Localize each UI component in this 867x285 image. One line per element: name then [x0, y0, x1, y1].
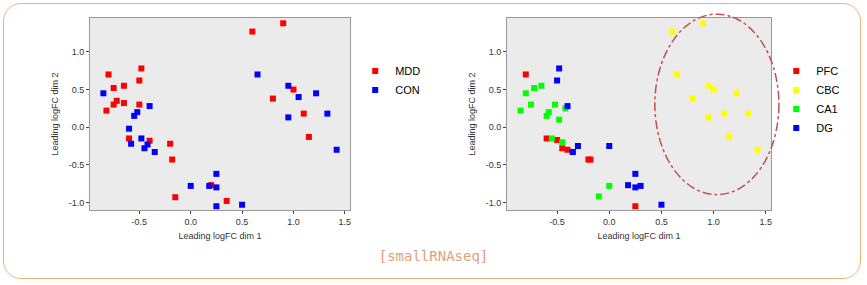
svg-text:1.0: 1.0 — [287, 217, 300, 227]
svg-text:Leading logFC dim 1: Leading logFC dim 1 — [178, 231, 261, 241]
svg-text:-0.5: -0.5 — [549, 217, 565, 227]
svg-text:Leading logFC dim 1: Leading logFC dim 1 — [597, 231, 680, 241]
svg-text:0.5: 0.5 — [655, 217, 668, 227]
html-text:[smallRNAseq]: [smallRNAseq] — [378, 248, 489, 264]
svg-text:1.5: 1.5 — [760, 217, 773, 227]
svg-text:0.5: 0.5 — [236, 217, 249, 227]
svg-text:MDD: MDD — [395, 65, 420, 77]
svg-text:1.0: 1.0 — [72, 47, 85, 57]
svg-text:1.0: 1.0 — [489, 47, 502, 57]
svg-text:-0.5: -0.5 — [132, 217, 148, 227]
svg-text:CON: CON — [395, 84, 420, 96]
svg-text:1.0: 1.0 — [707, 217, 720, 227]
svg-text:PFC: PFC — [816, 65, 838, 77]
svg-text:0.0: 0.0 — [184, 217, 197, 227]
svg-text:-0.5: -0.5 — [69, 160, 85, 170]
svg-text:CA1: CA1 — [816, 103, 837, 115]
svg-text:Leading logFC dim 2: Leading logFC dim 2 — [467, 72, 477, 155]
svg-text:0.0: 0.0 — [489, 122, 502, 132]
svg-text:0.5: 0.5 — [72, 85, 85, 95]
svg-text:CBC: CBC — [816, 84, 839, 96]
svg-text:-0.5: -0.5 — [486, 160, 502, 170]
svg-text:0.0: 0.0 — [72, 122, 85, 132]
svg-text:Leading logFC dim 2: Leading logFC dim 2 — [50, 72, 60, 155]
svg-text:-1.0: -1.0 — [69, 198, 85, 208]
svg-text:0.5: 0.5 — [489, 85, 502, 95]
svg-text:DG: DG — [816, 122, 833, 134]
svg-text:0.0: 0.0 — [603, 217, 616, 227]
svg-text:1.5: 1.5 — [339, 217, 352, 227]
svg-text:-1.0: -1.0 — [486, 198, 502, 208]
